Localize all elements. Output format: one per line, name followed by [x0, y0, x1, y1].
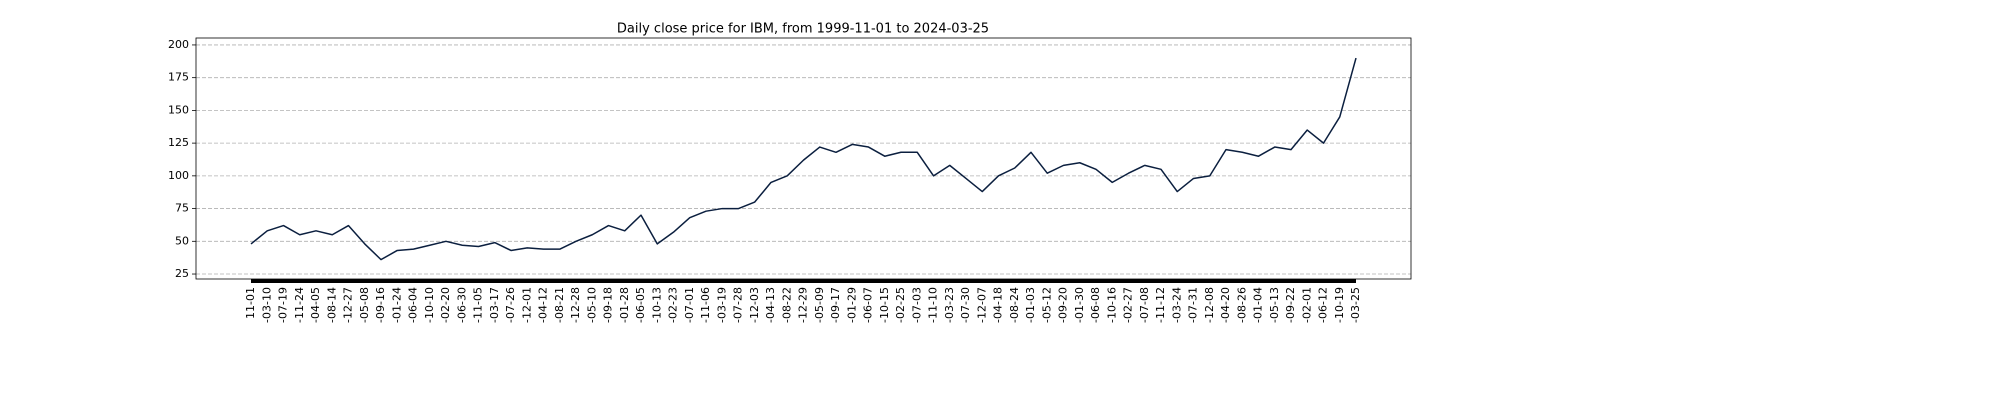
x-tick-label: -06-08	[1089, 287, 1102, 323]
y-tick-label: 100	[168, 169, 189, 182]
x-tick-label: -07-26	[504, 287, 517, 323]
x-tick-label: -12-29	[797, 287, 810, 323]
x-tick-label: -06-05	[634, 287, 647, 323]
x-tick-label: -01-04	[1252, 287, 1265, 323]
x-tick-label: -05-08	[358, 287, 371, 323]
x-tick-label: -07-19	[277, 287, 290, 323]
y-tick-label: 200	[168, 38, 189, 51]
x-tick-label: -04-05	[309, 287, 322, 323]
x-tick-label: -10-19	[1333, 287, 1346, 323]
x-tick-label: -11-24	[293, 287, 306, 323]
x-tick-label: -09-22	[1284, 287, 1297, 323]
y-tick-label: 150	[168, 103, 189, 116]
plot-frame	[195, 37, 1412, 280]
x-tick-label: -07-03	[910, 287, 923, 323]
x-tick-label: -02-01	[1300, 287, 1313, 323]
x-tick-label: -10-16	[1105, 287, 1118, 323]
x-tick-label: -12-08	[1203, 287, 1216, 323]
x-tick-label: -05-09	[813, 287, 826, 323]
x-tick-label: -12-27	[342, 287, 355, 323]
x-tick-label: -04-12	[537, 287, 550, 323]
x-tick-label: -12-07	[975, 287, 988, 323]
x-tick-label: -01-24	[390, 287, 403, 323]
x-tick-band	[251, 279, 1356, 283]
chart-title: Daily close price for IBM, from 1999-11-…	[617, 22, 989, 37]
x-tick-label: -07-01	[683, 287, 696, 323]
x-tick-label: -08-21	[553, 287, 566, 323]
x-tick-label: -03-24	[1170, 287, 1183, 323]
x-tick-label: -03-17	[488, 287, 501, 323]
x-tick-label: -09-20	[1057, 287, 1070, 323]
x-tick-label: -12-28	[569, 287, 582, 323]
x-tick-label: -01-28	[618, 287, 631, 323]
x-tick-label: -06-12	[1317, 287, 1330, 323]
x-tick-label: -08-22	[780, 287, 793, 323]
x-tick-label: -11-10	[927, 287, 940, 323]
x-tick-label: -09-17	[829, 287, 842, 323]
x-tick-label: -01-03	[1024, 287, 1037, 323]
x-tick-label: -11-05	[472, 287, 485, 323]
x-tick-label: -12-03	[748, 287, 761, 323]
x-tick-label: -03-19	[715, 287, 728, 323]
x-tick-label: -07-08	[1138, 287, 1151, 323]
x-tick-label: -08-14	[325, 287, 338, 323]
x-tick-label: -04-20	[1219, 287, 1232, 323]
x-tick-label: -06-07	[862, 287, 875, 323]
y-tick-label: 175	[168, 71, 189, 84]
x-tick-label: -05-12	[1040, 287, 1053, 323]
x-tick-label: -04-18	[992, 287, 1005, 323]
x-tick-label: 11-01	[244, 287, 257, 319]
x-tick-label: -05-13	[1268, 287, 1281, 323]
x-tick-label: -03-25	[1349, 287, 1362, 323]
x-tick-label: -09-18	[602, 287, 615, 323]
x-tick-label: -06-30	[455, 287, 468, 323]
y-tick-label: 75	[175, 202, 189, 215]
x-tick-label: -04-13	[764, 287, 777, 323]
x-tick-label: -01-30	[1073, 287, 1086, 323]
x-tick-label: -10-15	[878, 287, 891, 323]
x-tick-label: -07-31	[1187, 287, 1200, 323]
x-tick-label: -10-10	[423, 287, 436, 323]
x-tick-label: -05-10	[585, 287, 598, 323]
x-tick-label: -07-30	[959, 287, 972, 323]
x-tick-label: -12-01	[520, 287, 533, 323]
x-tick-label: -02-20	[439, 287, 452, 323]
x-tick-label: -08-26	[1235, 287, 1248, 323]
x-tick-label: -02-27	[1122, 287, 1135, 323]
x-tick-label: -07-28	[732, 287, 745, 323]
x-tick-label: -11-06	[699, 287, 712, 323]
x-tick-label: -11-12	[1154, 287, 1167, 323]
x-tick-label: -02-23	[667, 287, 680, 323]
price-line	[250, 57, 1357, 261]
x-tick-label: -08-24	[1008, 287, 1021, 323]
y-tick-label: 50	[175, 234, 189, 247]
x-tick-label: -02-25	[894, 287, 907, 323]
x-tick-label: -09-16	[374, 287, 387, 323]
x-tick-label: -01-29	[845, 287, 858, 323]
x-tick-label: -06-04	[407, 287, 420, 323]
x-tick-label: -03-10	[260, 287, 273, 323]
y-tick-label: 25	[175, 267, 189, 280]
x-tick-label: -03-23	[943, 287, 956, 323]
x-tick-label: -10-13	[650, 287, 663, 323]
y-tick-label: 125	[168, 136, 189, 149]
